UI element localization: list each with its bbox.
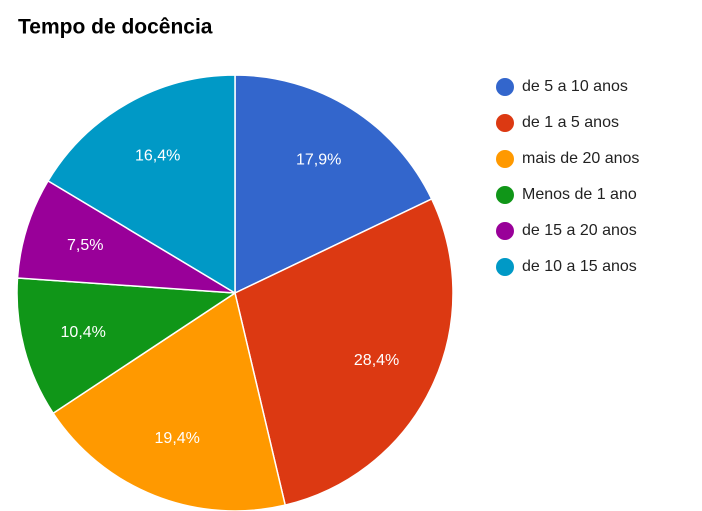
legend-label: de 1 a 5 anos [522, 114, 619, 131]
data-label: 28,4% [354, 352, 399, 369]
data-label: 10,4% [61, 324, 106, 341]
legend-label: Menos de 1 ano [522, 186, 637, 203]
pie-slice [16, 277, 238, 415]
legend-swatch [496, 186, 514, 204]
data-label: 19,4% [155, 430, 200, 447]
legend-swatch [496, 78, 514, 96]
legend-label: de 5 a 10 anos [522, 78, 628, 95]
pie-slice [16, 179, 236, 294]
chart-title: Tempo de docência [18, 16, 213, 39]
data-label: 17,9% [296, 151, 341, 168]
legend-label: de 15 a 20 anos [522, 222, 637, 239]
data-label: 7,5% [67, 237, 103, 254]
pie-slice [47, 74, 236, 295]
legend-label: de 10 a 15 anos [522, 258, 637, 275]
legend-swatch [496, 258, 514, 276]
pie-slice [234, 74, 433, 295]
data-label: 16,4% [135, 148, 180, 165]
legend-swatch [496, 114, 514, 132]
legend-swatch [496, 222, 514, 240]
legend-swatch [496, 150, 514, 168]
pie-slice [52, 291, 287, 511]
legend-label: mais de 20 anos [522, 150, 639, 167]
pie-slice [234, 197, 454, 507]
